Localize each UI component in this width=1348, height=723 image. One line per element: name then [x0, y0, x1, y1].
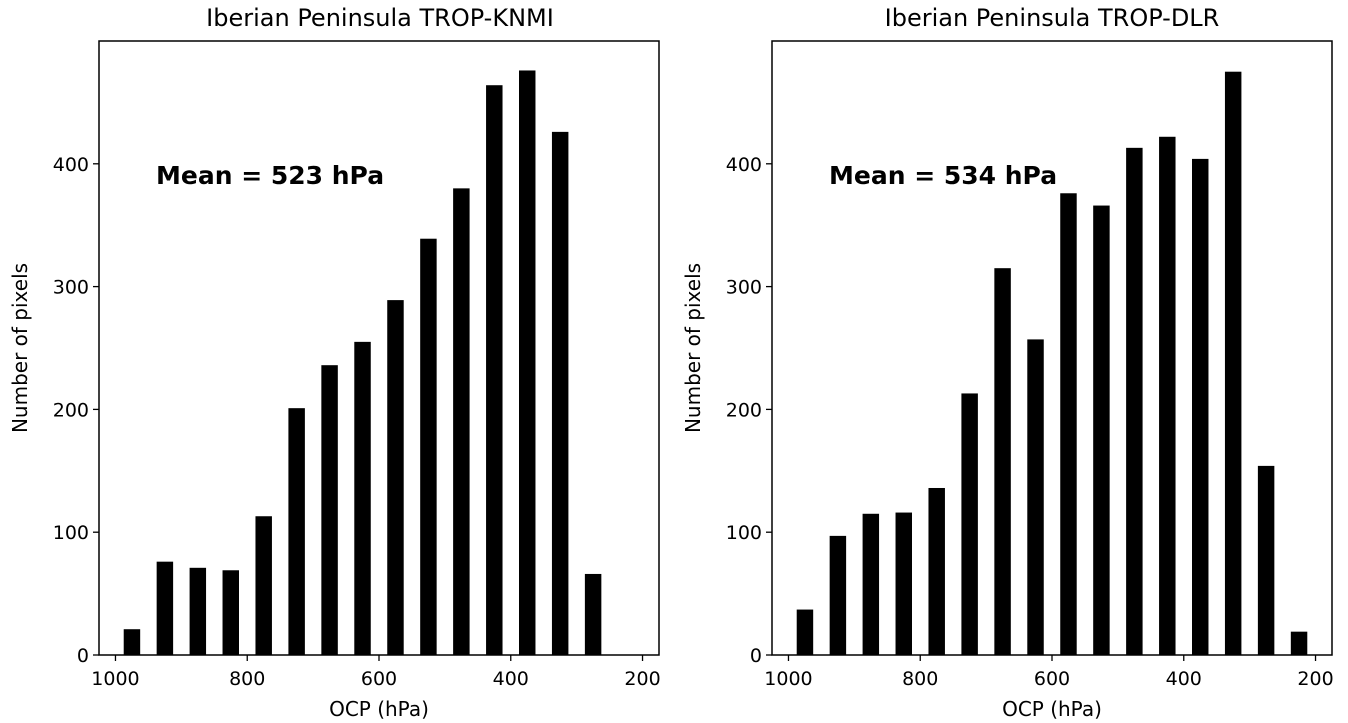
chart-right-bar-325 — [1224, 71, 1242, 655]
chart-left-y-tick-label-0: 0 — [77, 645, 89, 667]
chart-right-bar-725 — [961, 393, 978, 655]
chart-right-x-label: OCP (hPa) — [1002, 697, 1102, 721]
chart-right-bar-425 — [1159, 136, 1176, 655]
chart-left-bar-525 — [420, 238, 437, 655]
chart-left-bar-875 — [189, 567, 207, 655]
chart-left-y-ticks: 0 100 200 300 400 — [53, 154, 99, 667]
chart-right-bar-675 — [994, 268, 1011, 655]
chart-right-bar-225 — [1290, 631, 1308, 655]
chart-right-bar-775 — [928, 487, 945, 655]
chart-right-mean-annotation: Mean = 534 hPa — [829, 161, 1057, 190]
chart-left-x-tick-label-200: 200 — [624, 668, 660, 690]
chart-left-x-label: OCP (hPa) — [329, 697, 429, 721]
chart-right-y-tick-label-0: 0 — [750, 645, 762, 667]
chart-left-bar-475 — [453, 188, 470, 656]
chart-right-bar-275 — [1257, 465, 1275, 655]
chart-right-bar-575 — [1060, 193, 1077, 655]
chart-left-bar-825 — [222, 570, 239, 655]
chart-left-bar-575 — [387, 300, 404, 655]
chart-left-y-tick-label-100: 100 — [53, 522, 89, 544]
chart-right-x-ticks: 1000 800 600 400 200 — [764, 655, 1334, 690]
chart-right-y-tick-label-300: 300 — [726, 277, 762, 299]
chart-left-x-tick-label-1000: 1000 — [91, 668, 139, 690]
chart-left-bars — [123, 70, 602, 656]
chart-left-bar-775 — [255, 516, 272, 655]
chart-right-y-ticks: 0 100 200 300 400 — [726, 154, 772, 667]
chart-right-bar-825 — [895, 512, 912, 655]
chart-left-x-tick-label-400: 400 — [493, 668, 529, 690]
chart-left-bar-975 — [123, 629, 141, 655]
chart-left-bar-925 — [156, 561, 174, 655]
chart-right-y-tick-label-100: 100 — [726, 522, 762, 544]
chart-right-y-tick-label-400: 400 — [726, 154, 762, 176]
chart-left-y-tick-label-300: 300 — [53, 277, 89, 299]
chart-right-y-label: Number of pixels — [681, 263, 705, 433]
chart-left-bar-625 — [354, 341, 371, 655]
chart-right-bar-475 — [1126, 147, 1143, 655]
chart-left: Iberian Peninsula TROP-KNMI 1000 800 600 40… — [8, 4, 661, 721]
chart-left-y-label: Number of pixels — [8, 263, 32, 433]
chart-right-bar-875 — [862, 513, 880, 655]
chart-left-bar-425 — [486, 85, 503, 655]
chart-left-title: Iberian Peninsula TROP-KNMI — [206, 4, 554, 32]
chart-right-x-tick-label-200: 200 — [1297, 668, 1333, 690]
chart-right-bar-375 — [1192, 158, 1209, 655]
chart-left-plot-frame — [98, 40, 660, 656]
chart-right-plot-frame — [771, 40, 1333, 656]
chart-right-x-tick-label-800: 800 — [902, 668, 938, 690]
chart-left-bar-725 — [288, 408, 305, 655]
chart-left-mean-annotation: Mean = 523 hPa — [156, 161, 384, 190]
chart-right-bar-975 — [796, 609, 814, 655]
chart-right-bar-525 — [1093, 205, 1110, 656]
chart-right-y-tick-label-200: 200 — [726, 399, 762, 421]
chart-right-bar-625 — [1027, 339, 1044, 655]
chart-left-x-ticks: 1000 800 600 400 200 — [91, 655, 661, 690]
chart-right-title: Iberian Peninsula TROP-DLR — [885, 4, 1220, 32]
chart-right: Iberian Peninsula TROP-DLR 1000 800 600 400… — [681, 4, 1334, 721]
chart-right-x-tick-label-1000: 1000 — [764, 668, 812, 690]
chart-left-y-tick-label-400: 400 — [53, 154, 89, 176]
chart-left-bar-275 — [584, 573, 602, 655]
chart-left-x-tick-label-800: 800 — [229, 668, 265, 690]
chart-left-x-tick-label-600: 600 — [361, 668, 397, 690]
chart-left-bar-325 — [551, 131, 569, 655]
chart-right-bar-925 — [829, 535, 847, 655]
chart-right-x-tick-label-600: 600 — [1034, 668, 1070, 690]
chart-right-x-tick-label-400: 400 — [1166, 668, 1202, 690]
chart-left-bar-675 — [321, 365, 338, 655]
chart-right-bars — [796, 71, 1308, 656]
chart-left-y-tick-label-200: 200 — [53, 399, 89, 421]
chart-left-bar-375 — [519, 70, 536, 656]
